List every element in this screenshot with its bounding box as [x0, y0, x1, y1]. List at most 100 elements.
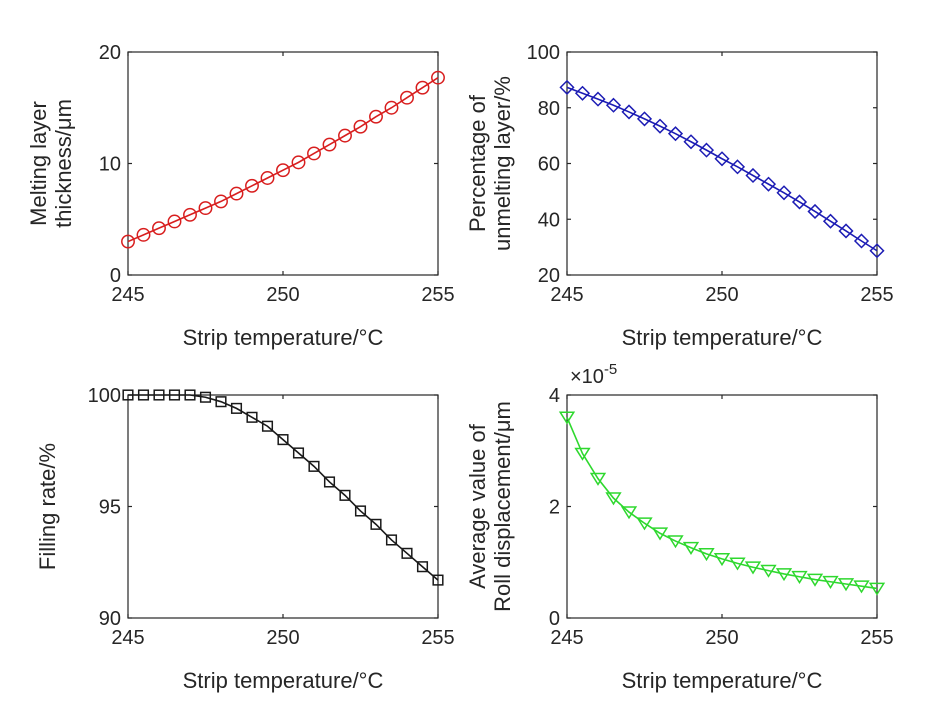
data-point — [215, 396, 227, 408]
data-point — [559, 79, 575, 95]
y-tick-label: 10 — [99, 154, 121, 176]
data-point — [122, 389, 134, 401]
x-axis-label: Strip temperature/°C — [622, 325, 823, 350]
axes-box — [566, 51, 878, 276]
data-point — [698, 548, 715, 562]
data-point — [276, 163, 290, 178]
data-point — [791, 570, 808, 584]
data-point — [620, 506, 638, 520]
y-axis-label: unmelting layer/% — [490, 76, 515, 251]
data-point — [199, 391, 212, 403]
x-tick-label: 245 — [550, 284, 583, 306]
y-axis-label: Filling rate/% — [35, 443, 60, 570]
y-tick-label: 60 — [538, 154, 560, 176]
data-point — [590, 91, 606, 107]
data-point — [760, 564, 777, 578]
data-point — [574, 85, 591, 101]
data-point — [137, 389, 150, 401]
axes-box — [127, 394, 439, 619]
data-point — [714, 151, 730, 167]
data-point — [713, 553, 731, 567]
y-tick-label: 90 — [99, 608, 121, 630]
y-tick-label: 100 — [88, 385, 121, 407]
data-point — [214, 194, 228, 209]
x-tick-label: 255 — [421, 627, 454, 649]
y-axis-label: Roll displacement/μm — [490, 401, 515, 612]
data-point — [729, 159, 746, 175]
data-point — [277, 434, 289, 446]
data-point — [339, 489, 351, 501]
data-point — [837, 578, 855, 592]
data-point — [869, 243, 885, 259]
y-tick-label: 20 — [99, 42, 121, 64]
data-point — [667, 126, 684, 142]
data-point — [198, 201, 213, 216]
y-tick-label: 40 — [538, 209, 560, 231]
y-axis-label: Average value of — [465, 423, 490, 589]
data-point — [385, 534, 398, 546]
data-point — [338, 128, 352, 143]
data-point — [322, 137, 337, 152]
y-tick-label: 20 — [538, 265, 560, 287]
data-point — [167, 214, 182, 229]
axes-box — [566, 394, 878, 619]
axis-exponent-label: ×10-5 — [570, 361, 617, 388]
data-point — [806, 573, 824, 587]
data-point — [431, 70, 445, 85]
data-point — [605, 97, 622, 113]
x-tick-label: 255 — [860, 627, 893, 649]
data-point — [292, 447, 305, 459]
data-point — [822, 213, 839, 229]
y-tick-label: 2 — [549, 497, 560, 519]
data-point — [760, 176, 777, 192]
data-point — [682, 541, 700, 555]
x-tick-label: 250 — [705, 284, 738, 306]
y-tick-label: 100 — [527, 42, 560, 64]
subplot-melting-layer-thickness: 245 250 255 0 10 20 Strip temperature/°C Meltin… — [26, 42, 455, 350]
data-point — [698, 142, 715, 158]
data-point — [307, 146, 321, 161]
data-point — [636, 111, 653, 127]
x-tick-label: 245 — [111, 627, 144, 649]
data-point — [853, 580, 870, 594]
x-tick-label: 250 — [266, 284, 299, 306]
data-point — [261, 420, 274, 432]
subplot-unmelting-layer-percentage: 245 250 255 20 40 60 80 100 Strip temperature/°C… — [465, 42, 894, 350]
data-point — [868, 582, 886, 596]
x-tick-label: 255 — [421, 284, 454, 306]
data-point — [652, 118, 668, 134]
data-point — [621, 104, 637, 120]
data-point — [574, 447, 591, 461]
y-axis-label: Percentage of — [465, 94, 490, 232]
data-point — [415, 80, 430, 95]
data-point — [168, 389, 181, 401]
data-point — [245, 178, 259, 193]
data-point — [291, 155, 306, 170]
series-line — [566, 416, 878, 590]
data-point — [354, 505, 367, 517]
data-point — [822, 575, 839, 589]
data-point — [153, 389, 165, 401]
data-point — [121, 234, 135, 249]
data-point — [775, 568, 793, 582]
x-axis-label: Strip temperature/°C — [183, 668, 384, 693]
data-point — [636, 517, 653, 531]
x-tick-label: 250 — [705, 627, 738, 649]
y-tick-label: 95 — [99, 497, 121, 519]
y-tick-label: 0 — [110, 265, 121, 287]
data-point — [853, 233, 870, 249]
data-point — [744, 561, 762, 575]
data-point — [184, 389, 196, 401]
data-point — [745, 167, 761, 184]
y-axis-label: thickness/μm — [51, 99, 76, 228]
data-point — [183, 207, 197, 222]
data-point — [776, 185, 792, 201]
data-point — [308, 460, 320, 472]
x-tick-label: 245 — [111, 284, 144, 306]
subplot-roll-displacement: 245 250 255 0 2 4 Strip temperature/°C Average … — [465, 361, 894, 693]
data-point — [152, 221, 166, 236]
data-point — [589, 472, 607, 486]
data-point — [370, 518, 382, 530]
x-tick-label: 255 — [860, 284, 893, 306]
